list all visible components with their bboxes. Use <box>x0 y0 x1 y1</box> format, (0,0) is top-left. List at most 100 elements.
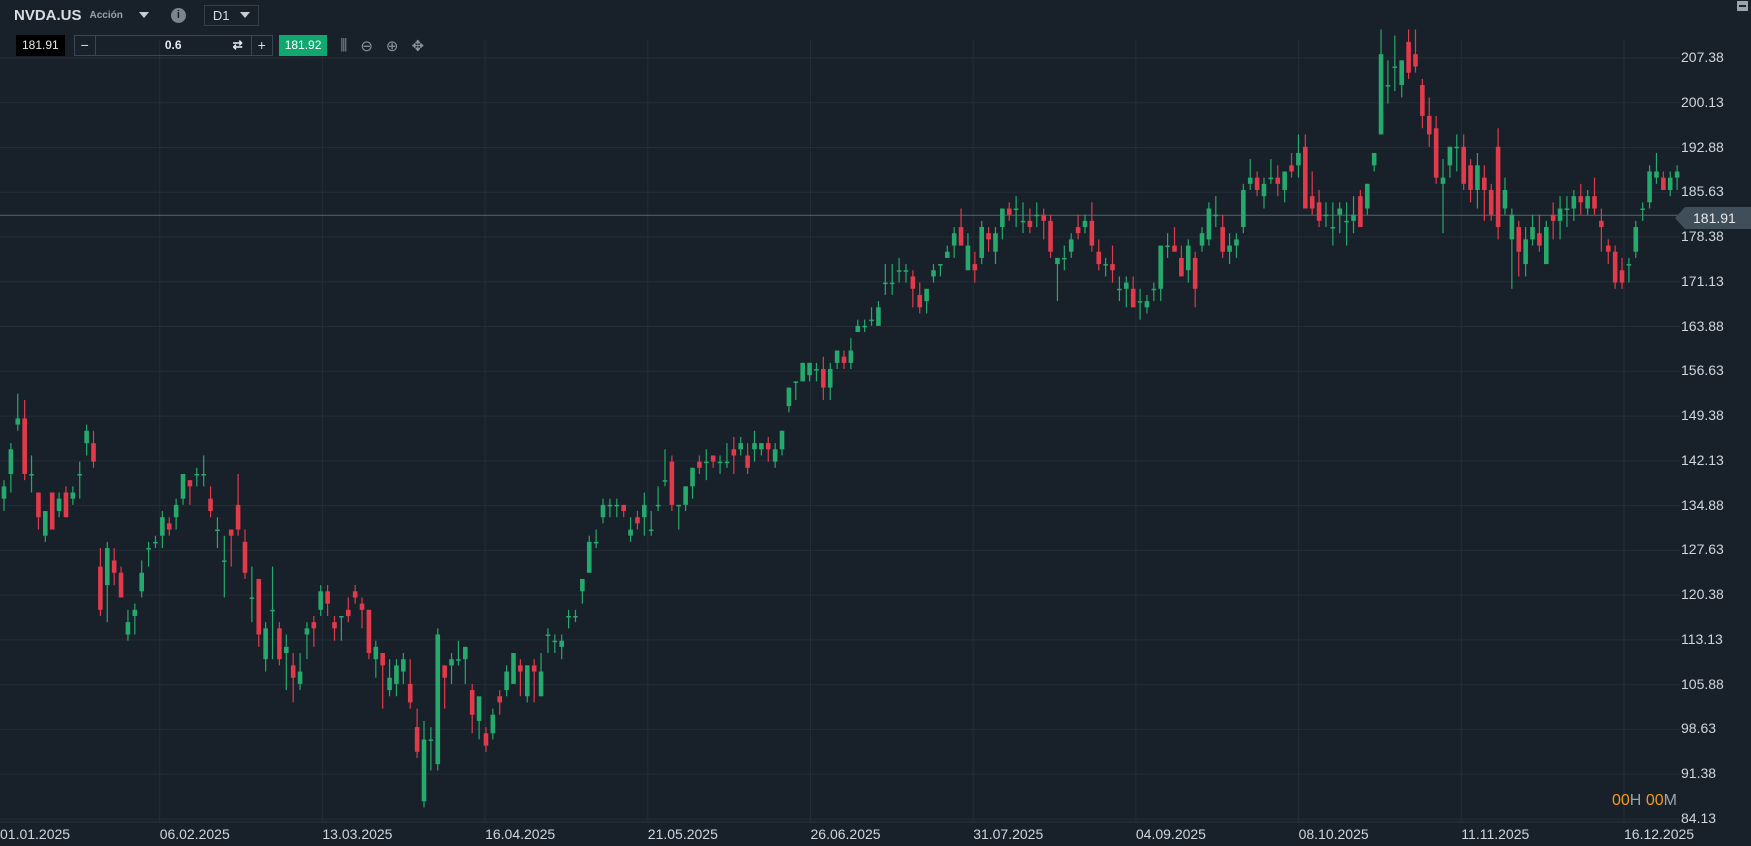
candle <box>1172 227 1177 252</box>
candle <box>125 609 131 641</box>
candle-body <box>1633 227 1639 252</box>
candle-body <box>931 270 936 277</box>
candle-body <box>1605 245 1611 252</box>
candle <box>504 665 509 697</box>
volume-stepper[interactable]: − 0.6 ⇄ + <box>73 35 273 56</box>
candle-body <box>1413 54 1418 67</box>
candle-body <box>435 634 441 765</box>
candle <box>1488 183 1494 221</box>
candle <box>401 653 406 684</box>
candle-body <box>586 541 592 573</box>
candle-body <box>1461 146 1466 184</box>
candle-body <box>1144 301 1150 308</box>
buy-price-button[interactable]: 181.92 <box>278 35 328 56</box>
candle-body <box>752 443 757 450</box>
y-tick-label: 105.88 <box>1681 675 1724 692</box>
candle-body <box>215 529 220 532</box>
candle <box>290 653 296 703</box>
candle-body <box>573 615 578 618</box>
candle <box>1268 159 1274 184</box>
candle-body <box>401 659 406 672</box>
candle <box>607 498 613 518</box>
timer-minutes-unit: M <box>1663 792 1677 809</box>
decrease-volume-button[interactable]: − <box>80 37 89 53</box>
candle-body <box>1523 239 1528 265</box>
candle <box>263 622 268 672</box>
symbol-dropdown-caret-icon[interactable] <box>138 12 149 18</box>
x-tick-label: 01.01.2025 <box>0 826 71 842</box>
candle <box>662 449 668 487</box>
candle <box>1674 165 1680 190</box>
volume-input[interactable]: 0.6 ⇄ <box>94 36 252 55</box>
zoom-out-icon[interactable]: ⊖ <box>360 37 373 55</box>
candle <box>132 603 138 635</box>
candle-body <box>862 325 867 328</box>
candle-body <box>1619 270 1625 283</box>
candle-body <box>731 449 737 456</box>
candle <box>628 517 633 542</box>
candle-body <box>352 591 358 598</box>
candle-body <box>1082 220 1088 228</box>
swap-icon[interactable]: ⇄ <box>232 38 243 52</box>
candle-body <box>297 671 303 684</box>
candle-body <box>228 529 234 536</box>
candle-body <box>814 369 819 371</box>
candle-body <box>1433 128 1439 178</box>
candle <box>1068 233 1074 258</box>
increase-volume-button[interactable]: + <box>257 37 266 53</box>
candle <box>1344 202 1349 246</box>
candle-body <box>325 591 330 604</box>
candle-body <box>545 634 551 637</box>
y-tick-label: 185.63 <box>1681 183 1724 200</box>
candle-body <box>160 517 165 536</box>
candle-body <box>1385 85 1391 87</box>
candle-body <box>1130 288 1136 308</box>
candle <box>222 535 227 598</box>
candle <box>366 609 372 660</box>
minimize-button[interactable] <box>1737 1 1748 11</box>
candle-body <box>1578 196 1584 203</box>
candle-body <box>1254 177 1260 190</box>
candle-body <box>1351 214 1356 221</box>
candle-body <box>759 443 764 450</box>
candle-body <box>676 504 682 507</box>
candle-body <box>8 449 14 474</box>
candle-body <box>1172 245 1177 252</box>
candle-body <box>1 486 7 499</box>
symbol-name[interactable]: NVDA.US <box>14 6 82 24</box>
candle <box>359 597 365 629</box>
candle <box>277 622 282 666</box>
candle-body <box>187 480 193 487</box>
candle <box>249 566 255 623</box>
candle <box>332 615 337 641</box>
candle-body <box>993 233 998 252</box>
zoom-in-icon[interactable]: ⊕ <box>385 37 399 55</box>
timeframe-select[interactable]: D1 <box>203 4 259 26</box>
candle-body <box>1502 189 1508 209</box>
x-tick-label: 06.02.2025 <box>159 826 230 842</box>
candle-type-icon[interactable]: ⫼ <box>340 37 348 54</box>
x-tick-label: 31.07.2025 <box>973 826 1044 842</box>
candle-body <box>1550 214 1556 221</box>
move-icon[interactable]: ✥ <box>411 37 425 55</box>
candle <box>1089 202 1095 252</box>
info-icon[interactable]: i <box>170 7 186 23</box>
candle <box>1543 220 1549 265</box>
candle <box>1158 245 1164 302</box>
candle-body <box>15 418 21 425</box>
candle-body <box>1599 220 1604 228</box>
candle <box>827 362 833 400</box>
candle <box>745 443 750 474</box>
candle-body <box>263 628 268 660</box>
candle-body <box>1303 146 1308 209</box>
candle <box>1661 171 1666 190</box>
candle <box>855 319 861 332</box>
candle <box>1316 189 1322 228</box>
candle-body <box>208 498 213 512</box>
candle-body <box>283 646 289 654</box>
sell-price-button[interactable]: 181.91 <box>16 35 65 56</box>
candle <box>1082 214 1088 234</box>
candle <box>676 504 682 530</box>
candle <box>1192 251 1198 308</box>
